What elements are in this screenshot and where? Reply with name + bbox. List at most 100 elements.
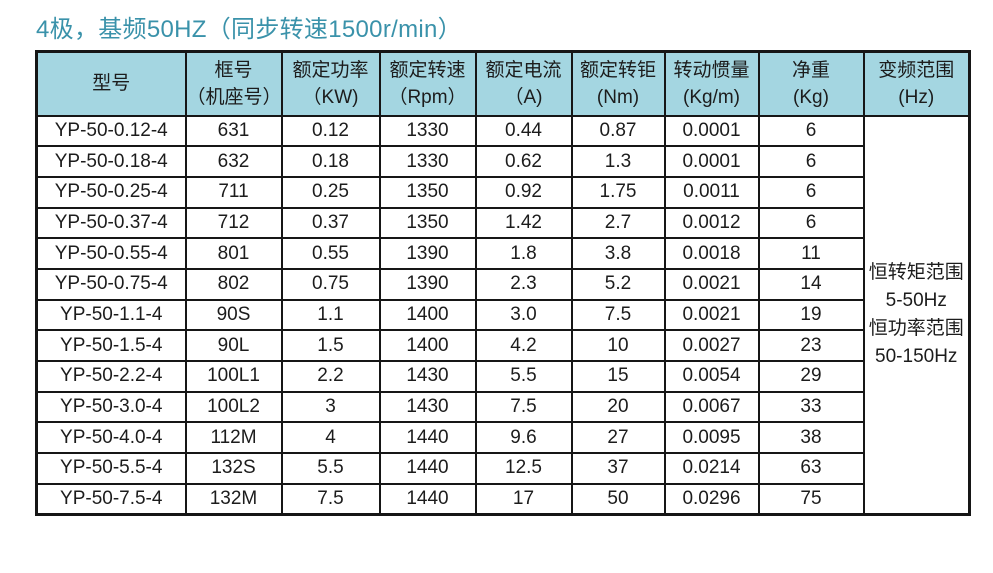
- cell-speed: 1430: [378, 360, 477, 393]
- cell-frame: 802: [184, 267, 283, 301]
- col-header-power: 额定功率 （KW): [280, 50, 381, 117]
- cell-power: 1.5: [280, 329, 381, 362]
- page: 4极，基频50HZ（同步转速1500r/min） 型号 框号 （机座号） 额定功…: [0, 9, 993, 573]
- cell-weight: 6: [757, 114, 865, 148]
- col-header-power-line2: （KW): [302, 86, 359, 108]
- col-header-power-line1: 额定功率: [292, 59, 369, 81]
- cell-frame: 712: [184, 206, 283, 240]
- col-header-current-line1: 额定电流: [485, 59, 562, 81]
- cell-frame: 132M: [184, 482, 283, 516]
- col-header-weight-line2: (Kg): [793, 86, 829, 108]
- col-header-model: 型号: [35, 50, 187, 117]
- table-row: YP-50-5.5-4 132S 5.5 1440 12.5 37 0.0214…: [35, 452, 970, 485]
- cell-speed: 1400: [378, 329, 477, 362]
- col-header-torque-line1: 额定转钜: [579, 59, 656, 81]
- cell-current: 9.6: [474, 421, 573, 455]
- col-header-speed: 额定转速 （Rpm）: [378, 50, 477, 117]
- cell-inertia: 0.0296: [663, 482, 760, 516]
- cell-torque: 5.2: [570, 267, 666, 301]
- cell-torque: 15: [570, 360, 666, 393]
- cell-speed: 1330: [378, 114, 477, 148]
- col-header-weight-line1: 净重: [791, 59, 830, 81]
- cell-current: 7.5: [474, 390, 573, 424]
- cell-inertia: 0.0027: [663, 329, 760, 362]
- col-header-speed-line2: （Rpm）: [388, 86, 467, 108]
- cell-current: 0.44: [474, 114, 573, 148]
- cell-model: YP-50-0.25-4: [35, 175, 187, 209]
- cell-speed: 1350: [378, 175, 477, 209]
- cell-current: 3.0: [474, 298, 573, 332]
- col-header-current-line2: （A): [504, 86, 543, 108]
- cell-torque: 10: [570, 329, 666, 362]
- col-header-speed-line1: 额定转速: [389, 59, 466, 81]
- cell-speed: 1440: [378, 421, 477, 455]
- cell-inertia: 0.0018: [663, 237, 760, 270]
- cell-inertia: 0.0012: [663, 206, 760, 240]
- cell-inertia: 0.0067: [663, 390, 760, 424]
- col-header-inertia-line2: (Kg/m): [683, 86, 740, 108]
- col-header-frame-line1: 框号: [214, 59, 253, 81]
- table-row: YP-50-3.0-4 100L2 3 1430 7.5 20 0.0067 3…: [35, 390, 970, 424]
- cell-model: YP-50-5.5-4: [35, 452, 187, 485]
- table-row: YP-50-0.37-4 712 0.37 1350 1.42 2.7 0.00…: [35, 206, 970, 240]
- cell-inertia: 0.0214: [663, 452, 760, 485]
- cell-torque: 2.7: [570, 206, 666, 240]
- table-row: YP-50-0.75-4 802 0.75 1390 2.3 5.2 0.002…: [35, 267, 970, 301]
- cell-speed: 1390: [378, 237, 477, 270]
- cell-torque: 7.5: [570, 298, 666, 332]
- cell-power: 2.2: [280, 360, 381, 393]
- table-row: YP-50-7.5-4 132M 7.5 1440 17 50 0.0296 7…: [35, 482, 970, 516]
- cell-weight: 33: [757, 390, 865, 424]
- cell-weight: 19: [757, 298, 865, 332]
- col-header-inertia: 转动惯量 (Kg/m): [663, 50, 760, 117]
- cell-torque: 37: [570, 452, 666, 485]
- table-row: YP-50-1.5-4 90L 1.5 1400 4.2 10 0.0027 2…: [35, 329, 970, 362]
- cell-model: YP-50-7.5-4: [35, 482, 187, 516]
- cell-model: YP-50-4.0-4: [35, 421, 187, 455]
- cell-speed: 1350: [378, 206, 477, 240]
- cell-weight: 11: [757, 237, 865, 270]
- page-title: 4极，基频50HZ（同步转速1500r/min）: [36, 16, 462, 43]
- cell-inertia: 0.0001: [663, 145, 760, 178]
- cell-model: YP-50-0.55-4: [35, 237, 187, 270]
- cell-speed: 1400: [378, 298, 477, 332]
- cell-inertia: 0.0011: [663, 175, 760, 209]
- frequency-range-line: 恒转矩范围: [868, 261, 964, 283]
- cell-current: 1.8: [474, 237, 573, 270]
- cell-weight: 75: [757, 482, 865, 516]
- cell-frame: 100L1: [184, 360, 283, 393]
- cell-inertia: 0.0001: [663, 114, 760, 148]
- spec-table: 型号 框号 （机座号） 额定功率 （KW) 额定转速 （Rpm） 额定电流: [35, 50, 971, 516]
- col-header-frame-line2: （机座号）: [186, 86, 282, 108]
- cell-current: 5.5: [474, 360, 573, 393]
- cell-frame: 90L: [184, 329, 283, 362]
- cell-model: YP-50-0.12-4: [35, 114, 187, 148]
- cell-power: 0.12: [280, 114, 381, 148]
- cell-model: YP-50-1.1-4: [35, 298, 187, 332]
- table-row: YP-50-1.1-4 90S 1.1 1400 3.0 7.5 0.0021 …: [35, 298, 970, 332]
- cell-torque: 1.75: [570, 175, 666, 209]
- table-row: YP-50-0.55-4 801 0.55 1390 1.8 3.8 0.001…: [35, 237, 970, 270]
- cell-inertia: 0.0095: [663, 421, 760, 455]
- cell-speed: 1390: [378, 267, 477, 301]
- cell-weight: 29: [757, 360, 865, 393]
- frequency-range-cell: 恒转矩范围 5-50Hz 恒功率范围 50-150Hz: [862, 114, 971, 516]
- cell-weight: 6: [757, 175, 865, 209]
- col-header-frequency-range-line1: 变频范围: [878, 59, 955, 81]
- cell-current: 4.2: [474, 329, 573, 362]
- frequency-range-line: 5-50Hz: [885, 289, 947, 311]
- cell-weight: 14: [757, 267, 865, 301]
- cell-model: YP-50-0.37-4: [35, 206, 187, 240]
- table-row: YP-50-2.2-4 100L1 2.2 1430 5.5 15 0.0054…: [35, 360, 970, 393]
- cell-frame: 90S: [184, 298, 283, 332]
- cell-torque: 27: [570, 421, 666, 455]
- cell-power: 0.75: [280, 267, 381, 301]
- cell-torque: 3.8: [570, 237, 666, 270]
- cell-torque: 0.87: [570, 114, 666, 148]
- cell-model: YP-50-3.0-4: [35, 390, 187, 424]
- col-header-inertia-line1: 转动惯量: [673, 59, 750, 81]
- cell-speed: 1430: [378, 390, 477, 424]
- col-header-frequency-range: 变频范围 (Hz): [862, 50, 971, 117]
- cell-frame: 100L2: [184, 390, 283, 424]
- cell-torque: 50: [570, 482, 666, 516]
